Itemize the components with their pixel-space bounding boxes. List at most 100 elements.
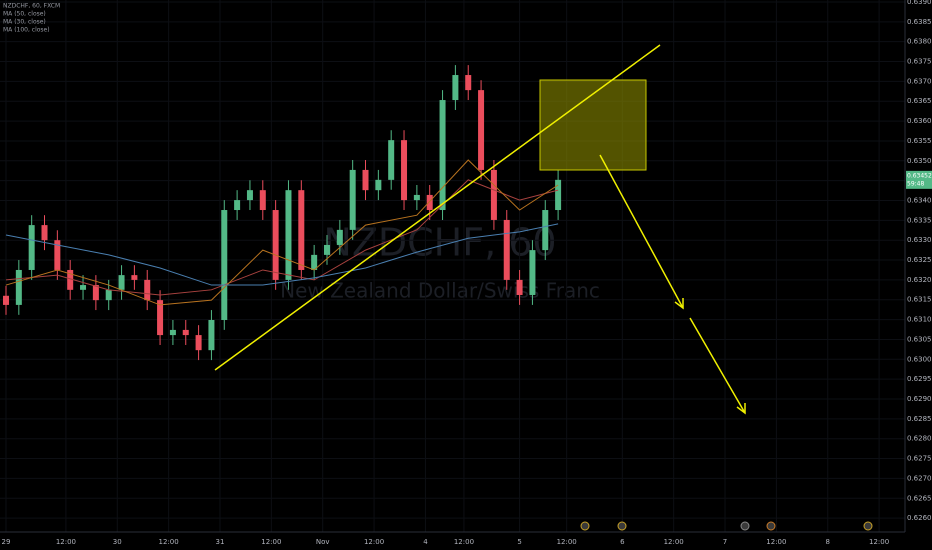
legend-symbol: NZDCHF, 60, FXCM [3,3,60,10]
candle-body [182,329,189,336]
candle-body [388,140,395,180]
candle-body [529,250,536,295]
legend-entry: MA (50, close) [3,11,46,18]
candle-body [67,269,74,290]
ma-line [5,223,559,286]
candle-body [336,229,343,245]
x-tick-label: 12:00 [869,538,889,546]
candle-body [439,100,446,211]
candle-body [2,295,9,305]
candle-body [131,275,138,280]
last-price-label: 0.63452 [907,172,932,179]
candle-body [246,190,253,201]
candle-body [157,300,164,336]
last-price-tag [906,170,932,189]
candle-body [426,194,433,211]
x-tick-label: 6 [620,538,625,546]
candle-body [452,75,459,101]
candle-body [80,285,87,290]
ma-line [5,159,559,306]
candle-body [144,279,151,301]
candle-body [28,225,35,270]
x-tick-label: 29 [2,538,11,546]
x-tick-label: Nov [316,538,330,546]
event-icon [580,521,590,531]
candle-body [349,169,356,230]
candle-body [362,169,369,191]
legend-entry: MA (30, close) [3,19,46,26]
x-tick-label: 12:00 [454,538,474,546]
grid [0,0,905,532]
drawings [214,44,746,415]
candle-body [41,225,48,241]
x-tick-label: 31 [216,538,225,546]
arrow-line [689,317,746,414]
arrow-head [736,403,746,415]
event-icons [580,521,873,531]
zone-box [539,79,647,171]
x-tick-label: 7 [723,538,727,546]
candle-body [323,244,330,255]
x-tick-label: 12:00 [766,538,786,546]
candle-body [542,210,549,251]
candle-body [272,210,279,280]
event-icon [766,521,776,531]
candle-body [208,319,215,351]
legend-entry: MA (100, close) [3,27,50,34]
candle-body [221,210,228,320]
x-tick-label: 12:00 [261,538,281,546]
candle-body [105,289,112,301]
legend: NZDCHF, 60, FXCM MA (50, close) MA (30, … [3,3,60,34]
candle-body [478,90,485,170]
candle-body [195,335,202,351]
candle-body [516,279,523,295]
candle-body [465,75,472,91]
candle-body [555,179,562,211]
watermark-symbol: NZDCHF, 60 [323,221,556,265]
candle-body [118,275,125,290]
candle-body [401,140,408,201]
candle-body [503,219,510,280]
x-tick-label: 12:00 [664,538,684,546]
x-tick-label: 8 [826,538,830,546]
watermark: NZDCHF, 60 New Zealand Dollar/Swiss Fran… [280,221,600,303]
x-tick-label: 5 [517,538,521,546]
y-tick-label: 0.62600 [907,514,932,522]
candle-body [169,329,176,336]
candle-body [298,190,305,270]
event-icon [863,521,873,531]
candle-body [490,169,497,220]
trend-line [214,44,661,371]
candle-body [234,200,241,211]
event-icon [617,521,627,531]
candle-body [259,190,266,211]
x-tick-label: 12:00 [364,538,384,546]
event-icon [740,521,750,531]
countdown-label: 59:48 [907,180,924,187]
x-tick-label: 12:00 [159,538,179,546]
candle-body [15,269,22,305]
